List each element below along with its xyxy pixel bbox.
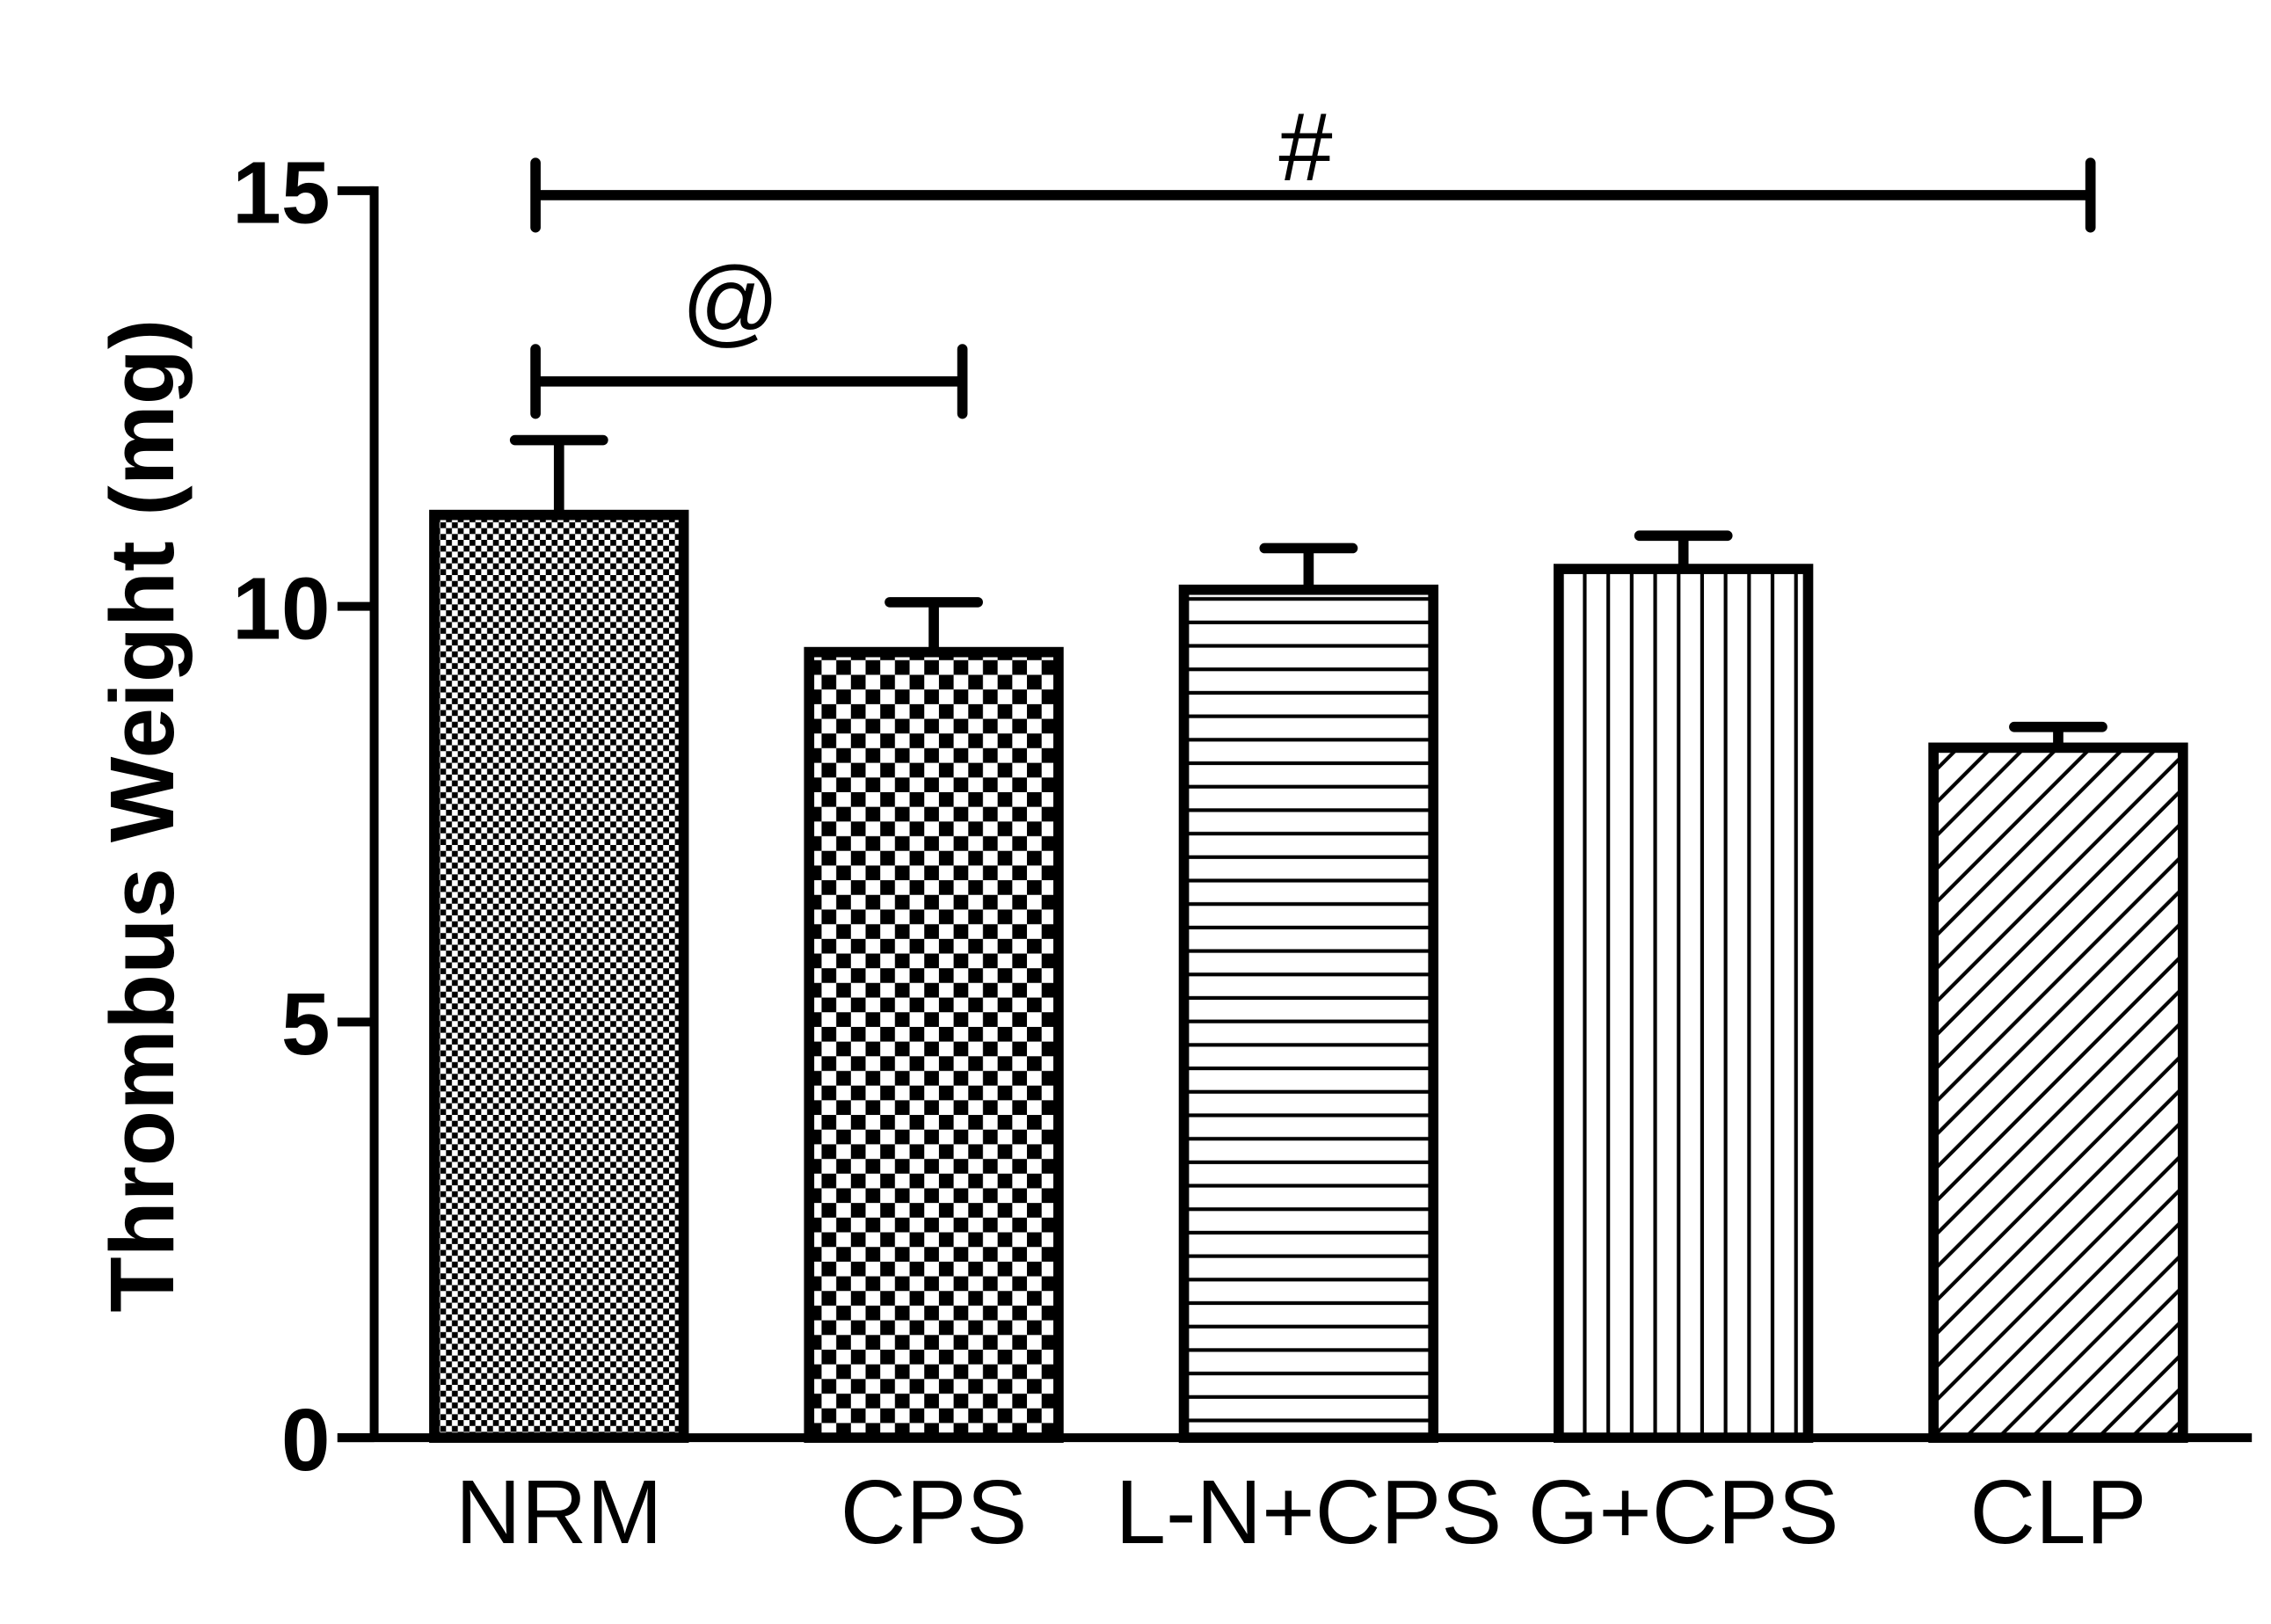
x-tick-label: G+CPS	[1528, 1460, 1839, 1562]
x-tick-label: CLP	[1969, 1460, 2146, 1562]
y-tick-label: 15	[232, 144, 330, 243]
y-tick-label: 10	[232, 559, 330, 658]
bar-l-n+cps	[1178, 584, 1439, 1443]
x-tick-label: L-N+CPS	[1115, 1460, 1502, 1562]
significance-label: @	[681, 247, 780, 355]
y-axis-label: Thrombus Weight (mg)	[91, 319, 193, 1313]
x-tick-label: NRM	[455, 1460, 663, 1562]
y-tick-label: 5	[281, 975, 331, 1074]
bar-nrm	[429, 509, 689, 1443]
y-tick-label: 0	[281, 1391, 331, 1489]
x-tick-label: CPS	[841, 1460, 1028, 1562]
bar-g+cps	[1554, 564, 1814, 1443]
bar-clp	[1928, 742, 2188, 1443]
significance-label: #	[1278, 93, 1332, 201]
bar-cps	[804, 646, 1064, 1443]
